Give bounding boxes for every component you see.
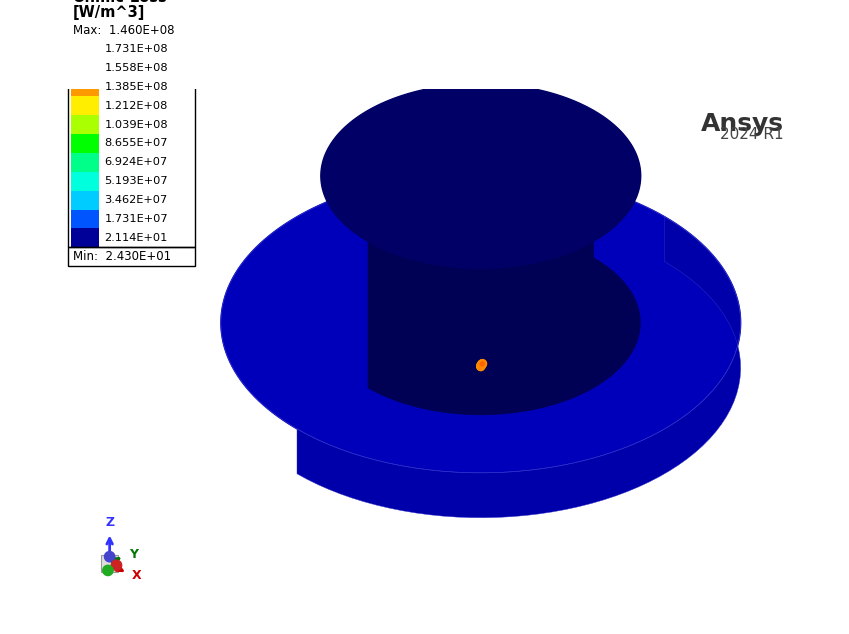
Polygon shape (368, 110, 641, 415)
Text: Ohmic-Loss: Ohmic-Loss (73, 0, 167, 4)
Text: 5.193E+07: 5.193E+07 (104, 176, 168, 186)
Polygon shape (479, 366, 483, 368)
Text: Max:  1.460E+08: Max: 1.460E+08 (73, 23, 174, 37)
Circle shape (103, 566, 113, 576)
Bar (68, 20, 194, 39)
Bar (71, 228, 99, 247)
Text: X: X (132, 569, 142, 582)
Polygon shape (479, 366, 483, 368)
Circle shape (479, 360, 486, 367)
Bar (71, 115, 99, 134)
Bar (71, 191, 99, 210)
Text: 1.039E+08: 1.039E+08 (104, 120, 168, 129)
Polygon shape (221, 172, 740, 473)
Circle shape (478, 361, 486, 368)
Text: 1.385E+08: 1.385E+08 (104, 82, 168, 92)
Bar (68, 0, 194, 20)
Bar (71, 172, 99, 191)
Bar (71, 153, 99, 172)
Bar (71, 96, 99, 115)
Text: Ansys: Ansys (701, 112, 784, 136)
Text: Y: Y (129, 548, 138, 560)
Text: 1.731E+08: 1.731E+08 (104, 44, 168, 54)
Text: 3.462E+07: 3.462E+07 (104, 195, 168, 205)
Text: 1.558E+08: 1.558E+08 (104, 63, 168, 73)
Polygon shape (321, 84, 641, 268)
Circle shape (111, 560, 121, 571)
Bar (71, 77, 99, 96)
Bar (68, 247, 194, 266)
Circle shape (104, 552, 115, 562)
Bar (71, 134, 99, 153)
Bar (71, 58, 99, 77)
Circle shape (481, 362, 484, 365)
Text: 2.114E+01: 2.114E+01 (104, 233, 168, 243)
Polygon shape (297, 217, 740, 518)
Circle shape (481, 362, 484, 366)
Text: Z: Z (105, 516, 115, 529)
Polygon shape (479, 365, 483, 368)
Text: 6.924E+07: 6.924E+07 (104, 157, 168, 167)
Text: [W/m^3]: [W/m^3] (73, 5, 145, 20)
Bar (71, 210, 99, 228)
Text: Min:  2.430E+01: Min: 2.430E+01 (73, 250, 171, 263)
Polygon shape (101, 555, 118, 572)
Bar (68, 39, 194, 247)
Polygon shape (479, 365, 483, 368)
Bar (71, 39, 99, 58)
Text: 1.212E+08: 1.212E+08 (104, 101, 168, 111)
Polygon shape (479, 366, 483, 368)
Text: 8.655E+07: 8.655E+07 (104, 138, 168, 148)
Text: 2024 R1: 2024 R1 (721, 127, 784, 142)
Text: 1.731E+07: 1.731E+07 (104, 214, 168, 224)
